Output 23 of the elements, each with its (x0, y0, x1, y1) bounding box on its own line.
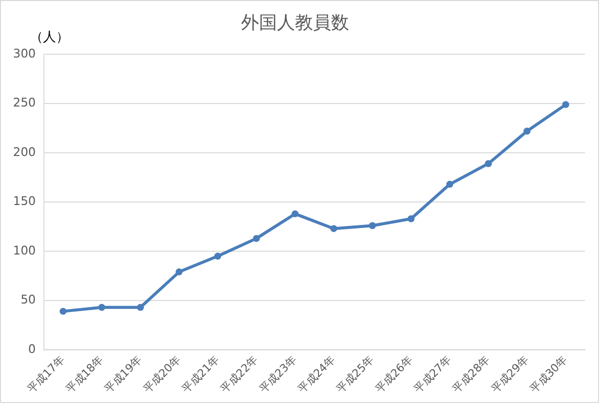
point (408, 215, 415, 222)
chart-title: 外国人教員数 (240, 12, 350, 34)
y-tick-label: 100 (12, 243, 36, 258)
point (252, 234, 260, 242)
y-tick-label: 200 (12, 144, 36, 159)
point (446, 180, 454, 188)
point (484, 160, 492, 168)
point (368, 222, 376, 230)
y-tick-label: 150 (12, 194, 36, 208)
point (98, 304, 106, 311)
y-axis-title: （人） (30, 30, 70, 45)
point (136, 304, 144, 311)
y-tick-label: 250 (12, 96, 36, 110)
point (330, 225, 338, 232)
point (292, 210, 299, 218)
y-tick-label: 0 (28, 342, 36, 356)
point (60, 308, 67, 315)
point (176, 268, 183, 276)
point (524, 128, 531, 135)
y-tick-label: 50 (20, 292, 36, 307)
point (562, 101, 570, 108)
point (214, 252, 222, 260)
y-tick-label: 300 (12, 46, 36, 60)
